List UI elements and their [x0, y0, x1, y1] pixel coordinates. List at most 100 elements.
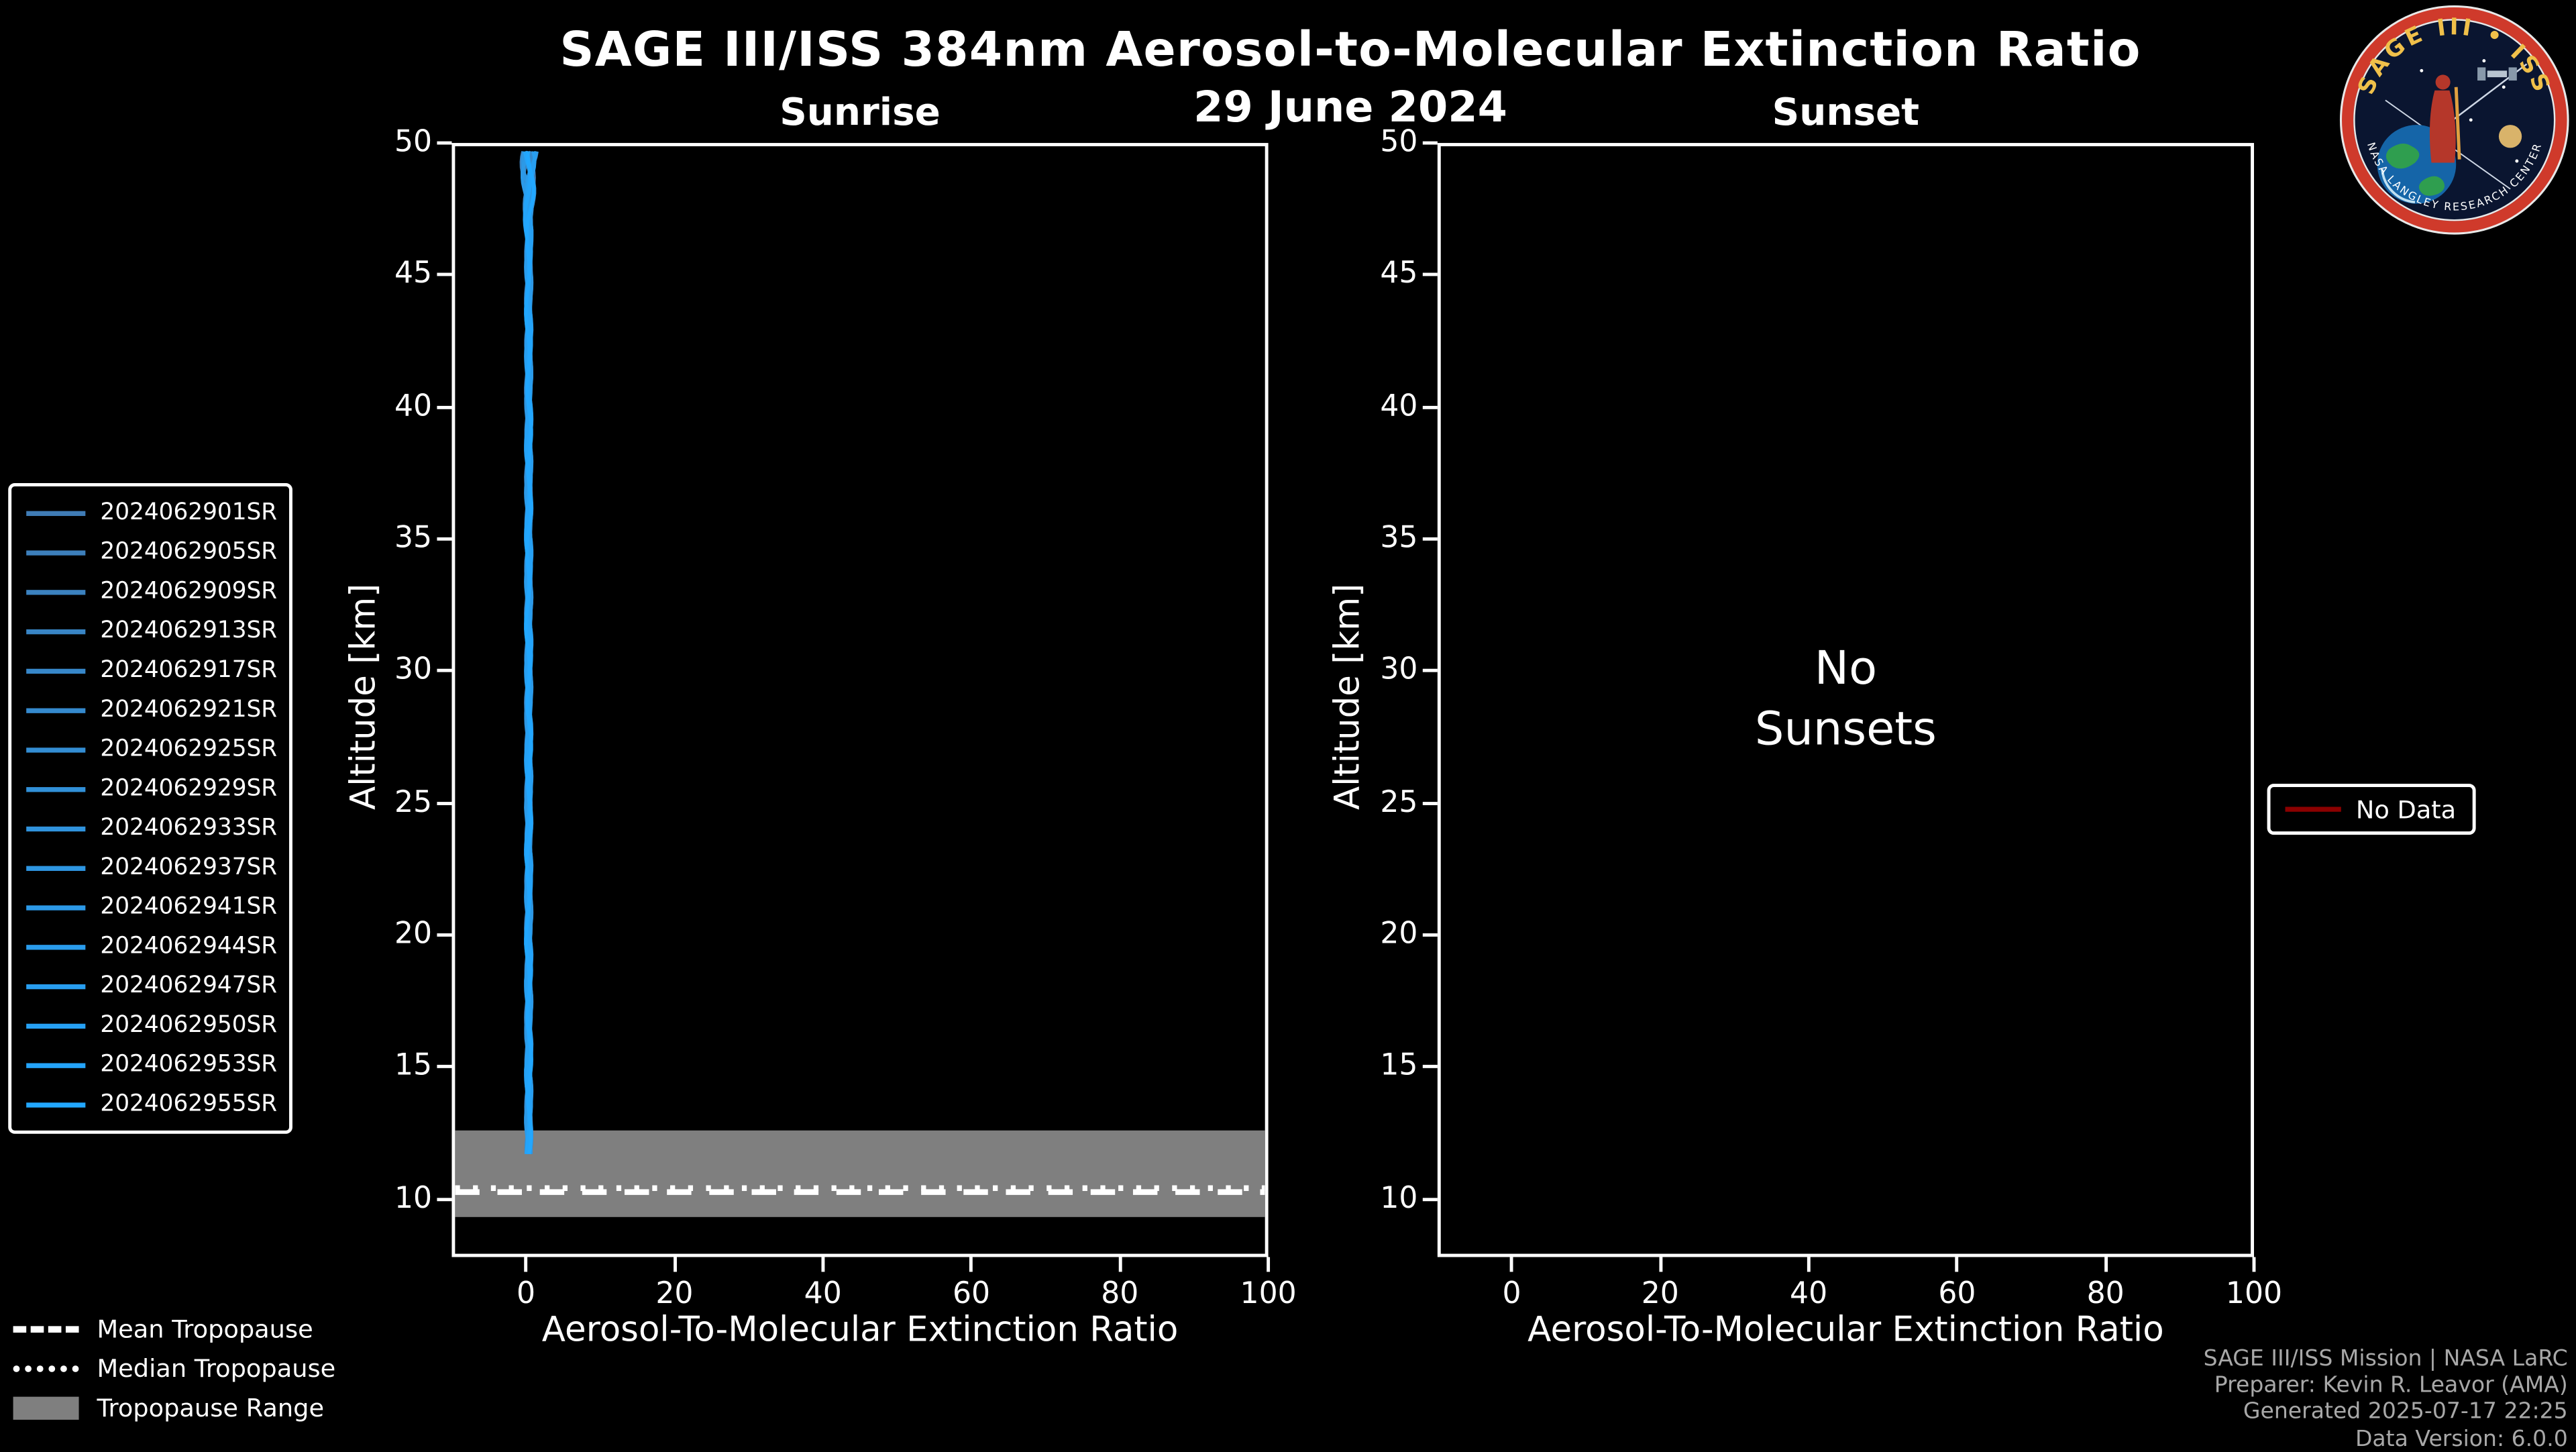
x-tick-label: 100: [2225, 1276, 2283, 1312]
event-legend-item: 2024062901SR: [11, 493, 289, 533]
y-tick-label: 20: [1380, 917, 1418, 951]
figure-date: 29 June 2024: [1193, 83, 1507, 134]
x-tick-label: 0: [517, 1276, 536, 1312]
event-line-swatch: [26, 588, 86, 594]
event-label: 2024062933SR: [100, 815, 278, 841]
sunrise-plot: [451, 143, 1269, 1257]
y-tick-mark: [1422, 669, 1438, 673]
event-label: 2024062955SR: [100, 1091, 278, 1118]
event-legend-item: 2024062905SR: [11, 532, 289, 572]
event-line-swatch: [26, 707, 86, 713]
event-line-swatch: [26, 628, 86, 634]
event-legend-item: 2024062947SR: [11, 966, 289, 1006]
event-legend-item: 2024062917SR: [11, 651, 289, 690]
mean-tropopause-label: Mean Tropopause: [97, 1314, 313, 1345]
y-tick-label: 45: [394, 256, 433, 292]
y-tick-label: 20: [394, 917, 433, 951]
y-tick-mark: [1422, 405, 1438, 409]
event-legend-item: 2024062929SR: [11, 769, 289, 809]
y-tick-label: 50: [1380, 125, 1418, 160]
sage-iss-logo: SAGE III • ISS NASA LANGLEY RESEARCH CEN…: [2339, 5, 2569, 235]
tropopause-range-legend-item: Tropopause Range: [13, 1392, 324, 1424]
event-legend-item: 2024062925SR: [11, 729, 289, 769]
y-tick-label: 50: [394, 125, 433, 160]
event-label: 2024062925SR: [100, 736, 278, 763]
event-line-swatch: [26, 786, 86, 792]
x-tick-label: 20: [1641, 1276, 1679, 1312]
y-tick-label: 10: [1380, 1180, 1418, 1216]
event-line-swatch: [26, 904, 86, 910]
x-tick-label: 40: [1790, 1276, 1828, 1312]
no-data-label: No Data: [2355, 794, 2457, 825]
y-tick-mark: [437, 273, 452, 277]
event-line-swatch: [26, 1102, 86, 1107]
y-tick-label: 40: [1380, 388, 1418, 423]
x-tick-mark: [1510, 1257, 1513, 1272]
y-tick-mark: [437, 141, 452, 145]
event-legend-item: 2024062909SR: [11, 572, 289, 611]
event-legend-item: 2024062955SR: [11, 1084, 289, 1124]
no-sunsets-message: No Sunsets: [1438, 637, 2254, 759]
event-label: 2024062953SR: [100, 1051, 278, 1078]
event-legend-item: 2024062950SR: [11, 1006, 289, 1045]
y-tick-label: 40: [394, 388, 433, 423]
event-line-swatch: [26, 1023, 86, 1028]
y-tick-mark: [437, 537, 452, 541]
tropopause-range-band: [455, 1130, 1265, 1217]
event-line-swatch: [26, 825, 86, 831]
event-label: 2024062929SR: [100, 775, 278, 802]
x-tick-label: 100: [1240, 1276, 1297, 1312]
y-tick-mark: [437, 1065, 452, 1069]
median-tropopause-swatch: [13, 1365, 79, 1372]
credits: SAGE III/ISS Mission | NASA LaRC Prepare…: [2204, 1346, 2568, 1452]
event-label: 2024062941SR: [100, 894, 278, 921]
logo-stars: [2420, 59, 2519, 163]
event-legend-item: 2024062913SR: [11, 611, 289, 651]
y-tick-mark: [1422, 933, 1438, 937]
no-sunsets-line2: Sunsets: [1754, 701, 1937, 756]
y-tick-label: 10: [394, 1180, 433, 1216]
y-tick-mark: [1422, 273, 1438, 277]
event-label: 2024062944SR: [100, 933, 278, 960]
x-tick-mark: [672, 1257, 676, 1272]
sunrise-plot-canvas: [455, 150, 1265, 1217]
y-tick-label: 25: [1380, 784, 1418, 820]
x-tick-label: 20: [655, 1276, 694, 1312]
x-tick-mark: [1267, 1257, 1271, 1272]
y-tick-label: 30: [1380, 653, 1418, 688]
y-tick-label: 30: [394, 653, 433, 688]
event-line-swatch: [26, 668, 86, 673]
x-tick-label: 0: [1502, 1276, 1521, 1312]
event-label: 2024062947SR: [100, 972, 278, 999]
event-line-swatch: [26, 747, 86, 752]
x-tick-label: 60: [952, 1276, 991, 1312]
y-tick-mark: [437, 801, 452, 805]
logo-red-ring: [2342, 7, 2567, 233]
y-tick-mark: [1422, 537, 1438, 541]
no-data-legend: No Data: [2267, 784, 2476, 835]
no-data-line-swatch: [2285, 807, 2341, 812]
event-label: 2024062905SR: [100, 539, 278, 566]
x-tick-mark: [969, 1257, 973, 1272]
median-tropopause-legend-item: Median Tropopause: [13, 1353, 336, 1386]
figure-title: SAGE III/ISS 384nm Aerosol-to-Molecular …: [559, 21, 2141, 78]
x-tick-mark: [1807, 1257, 1811, 1272]
x-tick-mark: [524, 1257, 528, 1272]
sunrise-x-axis-label: Aerosol-To-Molecular Extinction Ratio: [541, 1309, 1179, 1349]
sunrise-panel-title: Sunrise: [780, 92, 941, 135]
y-tick-label: 35: [394, 521, 433, 556]
y-tick-label: 15: [1380, 1049, 1418, 1084]
event-line-swatch: [26, 943, 86, 949]
x-tick-label: 40: [804, 1276, 842, 1312]
credit-preparer: Preparer: Kevin R. Leavor (AMA): [2214, 1372, 2568, 1399]
x-tick-mark: [1955, 1257, 1959, 1272]
event-legend-rows: 2024062901SR 2024062905SR 2024062909SR 2024…: [11, 493, 289, 1124]
y-tick-mark: [437, 933, 452, 937]
mean-tropopause-legend-item: Mean Tropopause: [13, 1313, 313, 1346]
x-tick-mark: [821, 1257, 825, 1272]
event-label: 2024062921SR: [100, 696, 278, 723]
tropopause-range-swatch: [13, 1396, 79, 1420]
credit-generated: Generated 2025-07-17 22:25: [2243, 1399, 2568, 1426]
y-tick-label: 45: [1380, 256, 1418, 292]
